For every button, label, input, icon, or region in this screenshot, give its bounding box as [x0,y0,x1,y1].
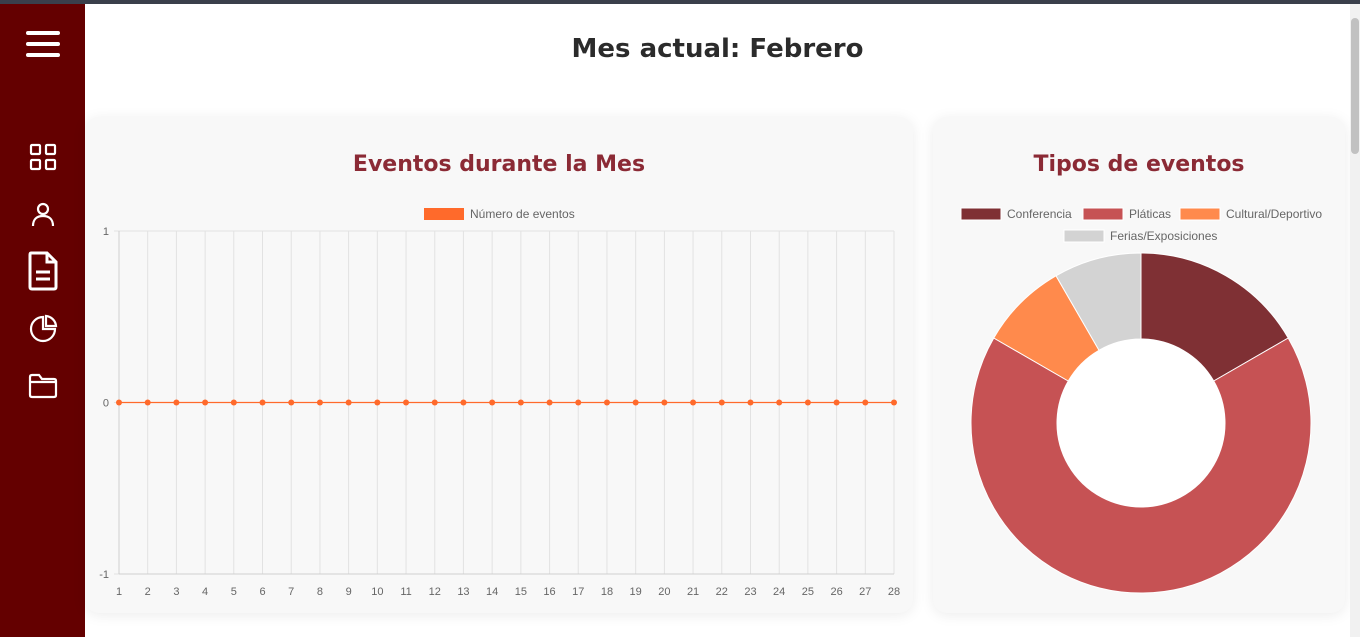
data-point [891,399,897,406]
data-point [603,399,610,406]
x-tick-label: 19 [630,586,642,598]
data-point [776,399,783,406]
x-tick-label: 23 [744,586,756,598]
x-tick-label: 6 [259,586,265,598]
legend-label-conferencia: Conferencia [1007,207,1072,221]
data-point [345,399,352,406]
data-point [116,399,122,406]
x-tick-label: 22 [716,586,728,598]
x-tick-label: 25 [802,586,814,598]
data-point [575,399,582,406]
legend-label-pl-ticas: Pláticas [1129,207,1171,221]
user-icon [31,202,54,227]
legend-label-numero-de-eventos: Número de eventos [470,207,575,221]
page-title: Mes actual: Febrero [571,34,864,64]
x-tick-label: 12 [429,586,441,598]
menu-icon [25,31,60,57]
x-tick-label: 11 [400,586,411,598]
x-tick-label: 8 [317,586,323,598]
sidebar-item-users[interactable] [0,194,85,234]
pie-chart-title: Tipos de eventos [1033,152,1245,177]
x-tick-label: 9 [346,586,352,598]
data-point [316,399,323,406]
data-point [690,399,697,406]
data-point [489,399,496,406]
legend-label-ferias-exposiciones: Ferias/Exposiciones [1110,229,1217,243]
vertical-scrollbar[interactable] [1350,4,1360,637]
data-point [718,399,725,406]
window-top-bar [0,0,1360,4]
sidebar-item-dashboard[interactable] [0,137,85,177]
y-tick-label: 0 [103,398,109,410]
x-tick-label: 26 [830,586,842,598]
x-tick-label: 20 [658,586,670,598]
legend-swatch-numero-de-eventos [424,208,464,220]
x-tick-label: 27 [859,586,871,598]
pie-legend: Conferencia Pláticas Cultural/Deportivo Fer… [960,207,1322,243]
sidebar-item-statistics[interactable] [0,309,85,349]
data-point [230,399,237,406]
sidebar-item-folders[interactable] [0,366,85,406]
data-point [632,399,639,406]
data-point [546,399,553,406]
y-tick-label: -1 [99,569,109,581]
x-tick-label: 5 [231,586,237,598]
line-chart-card: Eventos durante la Mes Número de eventos… [85,117,913,613]
document-icon [28,251,57,291]
pie-chart-icon [29,314,57,343]
pie-chart-card: Tipos de eventos Conferencia Pláticas Cult… [933,117,1345,613]
dashboard-grid-icon [29,143,56,171]
data-point [288,399,295,406]
x-tick-label: 14 [486,586,498,598]
legend-swatch-ferias-exposiciones [1063,229,1105,243]
data-point [431,399,438,406]
data-point [517,399,524,406]
scrollbar-thumb[interactable] [1351,18,1359,154]
x-tick-label: 18 [601,586,613,598]
data-point [374,399,381,406]
x-tick-label: 2 [145,586,151,598]
menu-button[interactable] [0,24,85,64]
data-point [661,399,668,406]
main-content: Mes actual: Febrero Eventos durante la M… [85,4,1350,637]
data-point [833,399,840,406]
x-tick-label: 28 [888,586,900,598]
x-tick-label: 4 [202,586,208,598]
x-tick-label: 7 [288,586,294,598]
data-point [804,399,811,406]
line-chart-title: Eventos durante la Mes [352,152,646,177]
legend-swatch-cultural-deportivo [1179,207,1221,221]
data-point [144,399,151,406]
y-tick-label: 1 [103,226,109,238]
legend-swatch-pl-ticas [1082,207,1124,221]
donut-chart: Conferencia Pláticas Cultural/Deportivo Fer… [960,207,1322,594]
x-tick-label: 16 [543,586,555,598]
x-tick-label: 10 [371,586,383,598]
x-tick-label: 1 [116,586,122,598]
data-point [202,399,209,406]
folder-icon [28,373,57,399]
data-point [403,399,410,406]
donut-hole [1057,339,1225,507]
sidebar [0,4,85,637]
data-point [259,399,266,406]
line-legend: Número de eventos [424,207,575,221]
data-point [747,399,754,406]
x-tick-label: 24 [773,586,785,598]
legend-label-cultural-deportivo: Cultural/Deportivo [1226,207,1322,221]
legend-swatch-conferencia [960,207,1002,221]
x-tick-label: 21 [687,586,699,598]
data-point [862,399,869,406]
data-point [173,399,180,406]
data-point [460,399,467,406]
x-tick-label: 3 [173,586,179,598]
x-tick-label: 15 [515,586,527,598]
sidebar-item-documents[interactable] [0,251,85,291]
x-tick-label: 17 [572,586,584,598]
x-tick-label: 13 [457,586,469,598]
